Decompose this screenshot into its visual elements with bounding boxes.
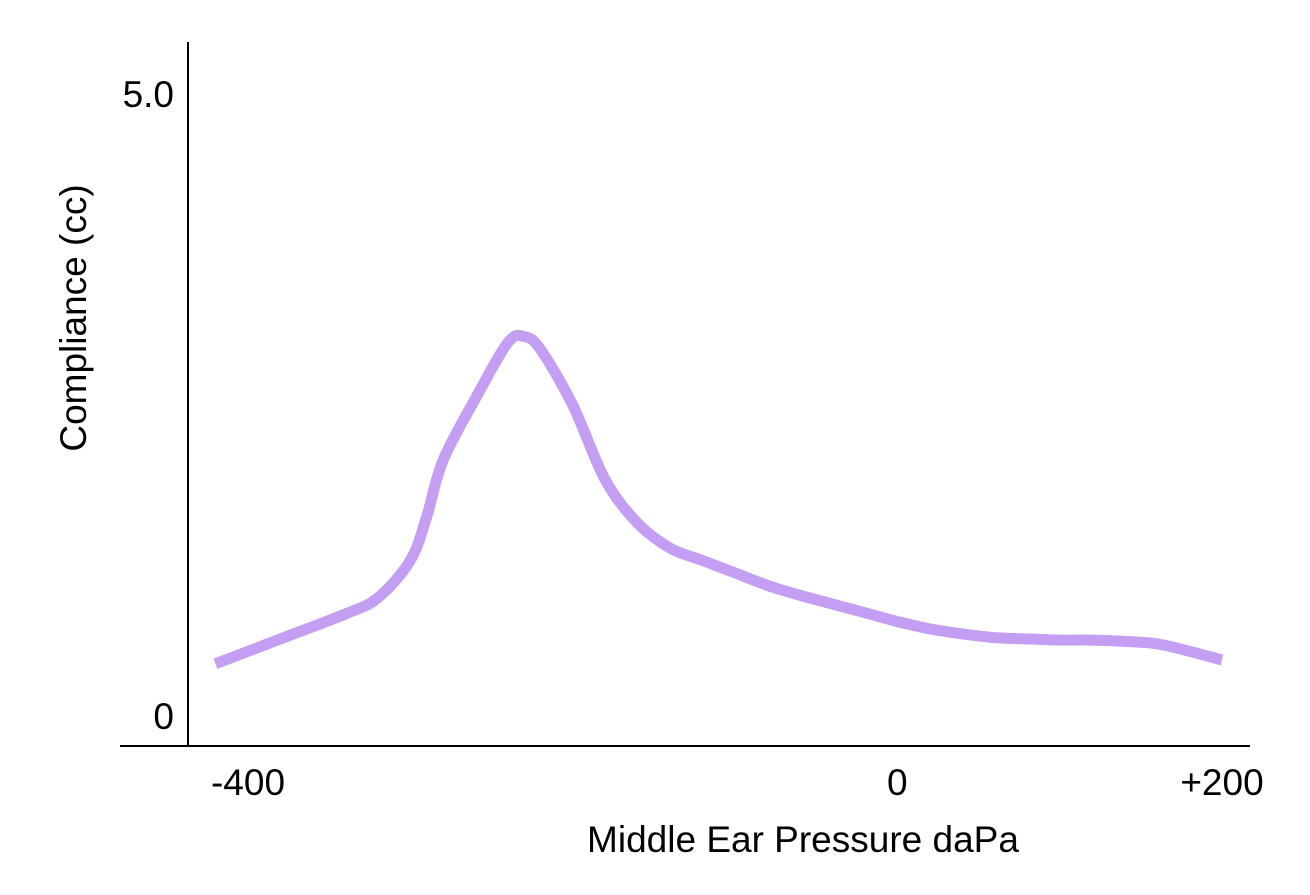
compliance-curve (213, 329, 1224, 669)
y-tick-label: 5.0 (123, 74, 174, 115)
x-tick-label: 0 (887, 762, 908, 803)
y-tick-label: 0 (153, 696, 174, 737)
x-tick-label: -400 (211, 762, 285, 803)
x-axis-title: Middle Ear Pressure daPa (587, 819, 1019, 860)
x-tick-labels: -400 0 +200 (211, 762, 1264, 803)
y-tick-labels: 5.00 (123, 74, 174, 737)
x-tick-label: +200 (1180, 762, 1263, 803)
y-axis-title: Compliance (cc) (53, 184, 94, 451)
